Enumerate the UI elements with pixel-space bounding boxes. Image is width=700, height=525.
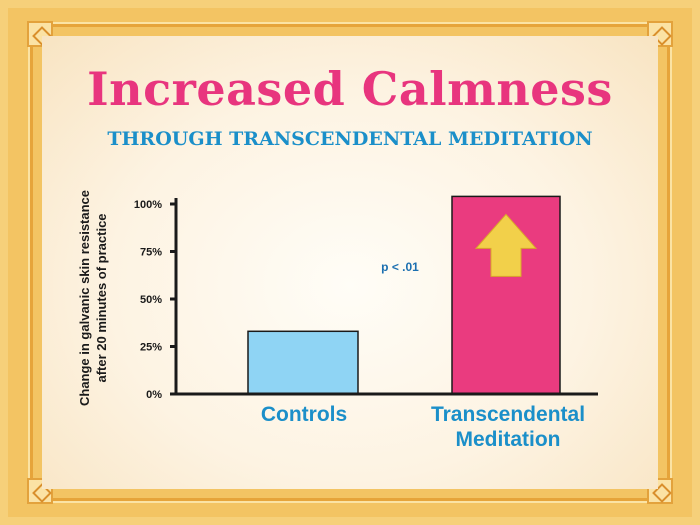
category-label-1: Meditation bbox=[456, 428, 561, 451]
y-tick-label: 0% bbox=[146, 389, 162, 401]
up-arrow-icon bbox=[474, 213, 538, 277]
y-axis-label: Change in galvanic skin resistance after … bbox=[77, 190, 109, 406]
significance-annotation: p < .01 bbox=[381, 260, 419, 274]
category-label-1: Transcendental bbox=[431, 403, 585, 426]
y-axis-label-line: after 20 minutes of practice bbox=[94, 213, 109, 382]
y-axis-label-line: Change in galvanic skin resistance bbox=[77, 190, 92, 406]
annotations: p < .01 bbox=[381, 260, 419, 274]
y-tick-label: 100% bbox=[134, 199, 162, 211]
corner-ornament-icon bbox=[647, 21, 673, 47]
category-label-0: Controls bbox=[261, 403, 347, 426]
bar-0 bbox=[247, 330, 359, 395]
y-tick-label: 25% bbox=[140, 342, 162, 354]
y-axis-ticks: 0% 25% 50% 75% 100% bbox=[134, 199, 176, 401]
page-subtitle: THROUGH TRANSCENDENTAL MEDITATION bbox=[107, 128, 593, 150]
bars bbox=[247, 195, 561, 395]
page-title: Increased Calmness bbox=[87, 62, 613, 116]
y-tick-label: 50% bbox=[140, 294, 162, 306]
y-tick-label: 75% bbox=[140, 247, 162, 259]
inner-frame-border bbox=[28, 22, 672, 503]
axes bbox=[174, 198, 598, 396]
